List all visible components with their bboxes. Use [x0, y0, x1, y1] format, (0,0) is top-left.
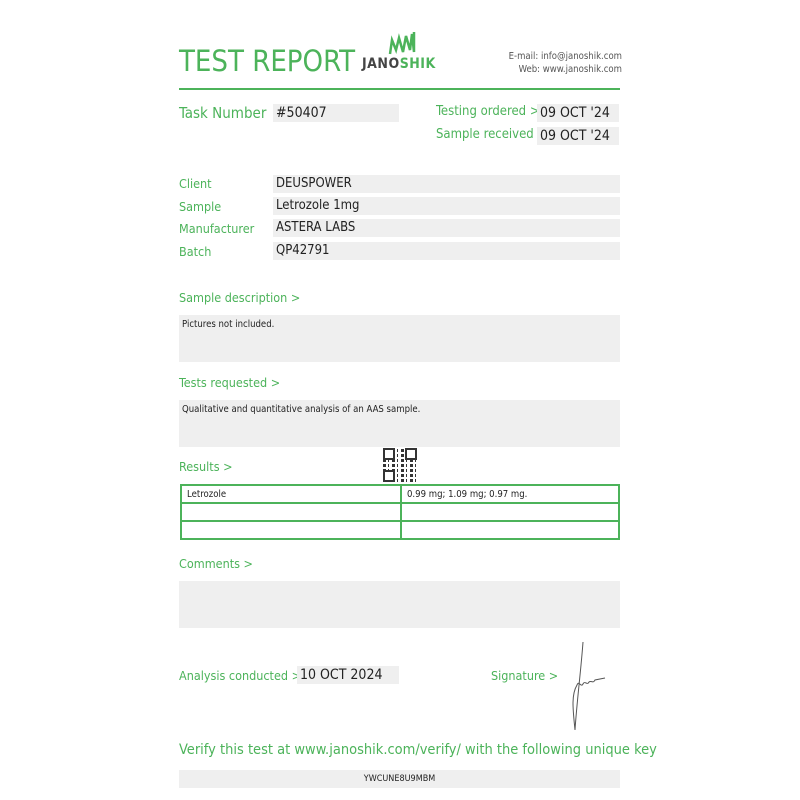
substance-cell — [180, 520, 402, 540]
task-number-label: Task Number — [179, 104, 267, 122]
unique-key: YWCUNE8U9MBM — [179, 770, 620, 788]
verify-text: Verify this test at www.janoshik.com/ver… — [179, 742, 657, 758]
task-number-value: #50407 — [273, 104, 399, 122]
signature-label: Signature > — [491, 668, 559, 683]
sample-received-label: Sample received > — [436, 127, 548, 142]
logo-text: JANO — [362, 56, 400, 72]
header-divider — [179, 88, 620, 90]
client-label: Client — [179, 176, 212, 191]
comments-label: Comments > — [179, 556, 253, 571]
table-row: Letrozole 0.99 mg; 1.09 mg; 0.97 mg. — [180, 484, 620, 504]
sample-description-box: Pictures not included. — [179, 315, 620, 362]
result-cell: 0.99 mg; 1.09 mg; 0.97 mg. — [400, 484, 620, 504]
testing-ordered-value: 09 OCT '24 — [537, 104, 619, 122]
analysis-conducted-label: Analysis conducted > — [179, 668, 302, 683]
result-cell — [400, 520, 620, 540]
results-label: Results > — [179, 459, 233, 474]
analysis-conducted-value: 10 OCT 2024 — [297, 666, 399, 684]
batch-label: Batch — [179, 244, 212, 259]
website: Web: www.janoshik.com — [518, 64, 622, 75]
table-row — [180, 502, 620, 522]
qr-code-icon — [383, 448, 417, 482]
sample-description-label: Sample description > — [179, 290, 301, 305]
tests-requested-label: Tests requested > — [179, 375, 281, 390]
email: E-mail: info@janoshik.com — [508, 51, 622, 62]
tests-requested-box: Qualitative and quantitative analysis of… — [179, 400, 620, 447]
logo-chart-icon — [388, 32, 416, 55]
testing-ordered-label: Testing ordered > — [436, 104, 540, 119]
sample-value: Letrozole 1mg — [273, 197, 620, 215]
table-row — [180, 520, 620, 540]
results-table: Letrozole 0.99 mg; 1.09 mg; 0.97 mg. — [180, 484, 620, 540]
report-title: TEST REPORT — [179, 44, 356, 78]
substance-cell — [180, 502, 402, 522]
sample-label: Sample — [179, 199, 222, 214]
batch-value: QP42791 — [273, 242, 620, 260]
manufacturer-label: Manufacturer — [179, 221, 255, 236]
sample-received-value: 09 OCT '24 — [537, 127, 619, 145]
result-cell — [400, 502, 620, 522]
manufacturer-value: ASTERA LABS — [273, 219, 620, 237]
contact-info: E-mail: info@janoshik.com Web: www.janos… — [509, 50, 622, 76]
comments-box — [179, 581, 620, 628]
client-value: DEUSPOWER — [273, 175, 620, 193]
janoshik-logo: JANOSHIK — [362, 28, 442, 74]
substance-cell: Letrozole — [180, 484, 402, 504]
signature-image — [572, 641, 606, 731]
logo-text-accent: SHIK — [399, 56, 436, 72]
